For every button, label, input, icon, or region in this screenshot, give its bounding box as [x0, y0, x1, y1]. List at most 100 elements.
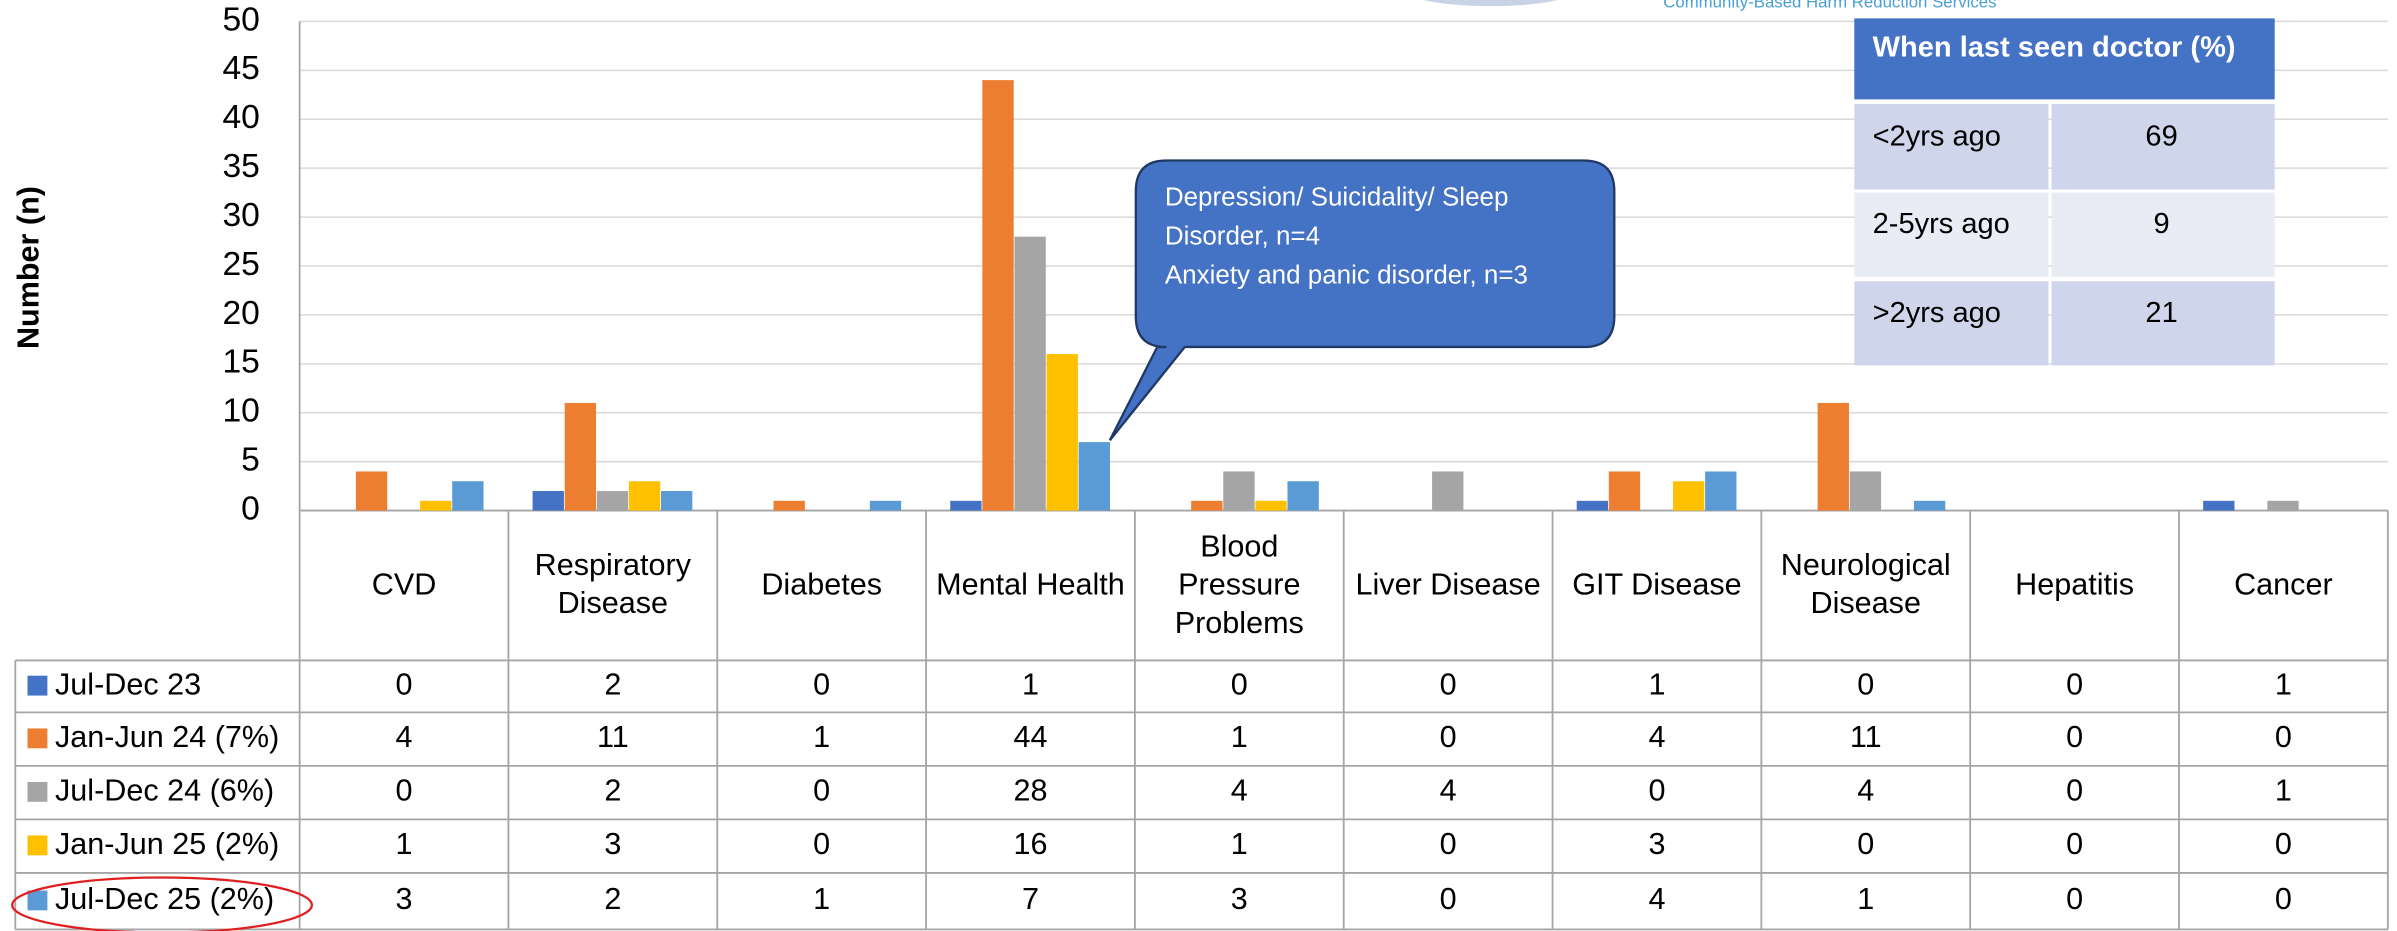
table-value: 44: [1013, 720, 1047, 754]
legend-swatch: [27, 890, 48, 911]
bar: [1673, 481, 1705, 511]
y-tick-label: 30: [222, 197, 259, 234]
table-value: 0: [2066, 667, 2083, 701]
legend-label: Jan-Jun 24 (7%): [55, 720, 279, 754]
y-tick-label: 15: [222, 344, 259, 381]
bar: [2267, 500, 2299, 511]
bar: [355, 471, 388, 511]
bar: [1817, 402, 1849, 511]
legend-swatch: [27, 728, 48, 749]
bar: [1432, 471, 1464, 511]
y-tick-label: 45: [222, 50, 259, 87]
table-value: 0: [813, 667, 830, 701]
category-label-box: Liver Disease: [1355, 567, 1541, 602]
category-label-box: Diabetes: [761, 568, 882, 602]
inset-cell: [1854, 192, 2049, 277]
table-value: 4: [1231, 774, 1248, 808]
bar: [1576, 500, 1609, 511]
inset-cell: [2051, 192, 2275, 277]
logo-shape: [1423, 0, 1558, 7]
table-value: 0: [1440, 827, 1457, 861]
table-value: 2: [604, 882, 621, 916]
table-value: 1: [1231, 720, 1248, 754]
bar: [773, 500, 805, 511]
table-value: 1: [813, 720, 830, 754]
category-label-box: Cancer: [2234, 567, 2333, 602]
x-tick-label: Blood Pressure Problems: [1174, 529, 1304, 640]
y-tick-label: 20: [222, 295, 259, 332]
table-value: 3: [604, 827, 621, 861]
table-value: 0: [1231, 667, 1248, 701]
legend-swatch: [27, 675, 48, 696]
highlight-circle: [11, 876, 313, 931]
table-value: 0: [396, 667, 413, 701]
callout: [1108, 159, 1616, 441]
table-value: 0: [813, 827, 830, 861]
bar: [1705, 471, 1737, 511]
legend-swatch: [27, 781, 48, 802]
bar: [950, 500, 982, 511]
inset-cell: [2051, 281, 2275, 366]
inset-value: 69: [2145, 120, 2177, 152]
bar: [564, 402, 597, 511]
table-value: 1: [1648, 667, 1665, 701]
table-value: 16: [1013, 827, 1047, 861]
inset-value: 21: [2145, 297, 2177, 329]
table-value: 28: [1013, 774, 1047, 808]
inset-cell: [2051, 103, 2275, 190]
x-tick-label: Respiratory Disease: [534, 548, 691, 621]
x-tick-label: Cancer: [2234, 567, 2333, 602]
y-axis-label: Number (n): [12, 186, 46, 349]
x-tick-label: Neurological Disease: [1780, 548, 1951, 621]
category-label-box: Neurological Disease: [1780, 548, 1951, 621]
table-value: 4: [1648, 882, 1665, 916]
table-value: 0: [2066, 882, 2083, 916]
bar: [661, 491, 693, 511]
bar: [1191, 500, 1223, 511]
table-value: 11: [597, 720, 629, 754]
table-value: 1: [1231, 827, 1248, 861]
legend-label: Jul-Dec 24 (6%): [55, 774, 274, 808]
bar: [1255, 500, 1287, 511]
category-label-box: CVD: [371, 567, 437, 602]
y-tick-label: 35: [222, 148, 259, 185]
table-value: 0: [1857, 667, 1874, 701]
table-value: 4: [1440, 774, 1457, 808]
x-tick-label: CVD: [371, 567, 437, 602]
bar: [452, 481, 484, 511]
y-tick-label: 40: [222, 99, 259, 136]
table-value: 1: [396, 827, 413, 861]
bar: [2203, 500, 2235, 511]
bar: [869, 500, 902, 511]
table-value: 0: [1857, 827, 1874, 861]
table-value: 2: [604, 667, 621, 701]
x-tick-label: Liver Disease: [1355, 567, 1541, 602]
bar: [1608, 471, 1641, 511]
inset-cell: [1854, 103, 2049, 190]
table-value: 3: [396, 882, 413, 916]
bar: [1046, 354, 1078, 511]
annotation-text: Depression/ Suicidality/ Sleep: [1165, 182, 1509, 212]
table-value: 0: [1440, 882, 1457, 916]
header-text: Community-Based Harm Reduction Services: [1663, 0, 1996, 12]
category-label-box: Hepatitis: [2015, 567, 2135, 602]
x-tick-label: Hepatitis: [2015, 567, 2135, 602]
bar: [628, 481, 661, 511]
table-value: 1: [813, 882, 830, 916]
category-label-box: Blood Pressure Problems: [1174, 529, 1304, 640]
table-value: 0: [2066, 827, 2083, 861]
table-value: 0: [1440, 720, 1457, 754]
bar: [596, 491, 629, 511]
category-label-box: GIT Disease: [1572, 568, 1741, 602]
x-tick-label: Mental Health: [936, 567, 1125, 602]
annotation-text: Disorder, n=4: [1165, 221, 1320, 251]
table-value: 11: [1850, 720, 1882, 754]
legend-label: Jan-Jun 25 (2%): [55, 827, 279, 861]
bar: [420, 500, 452, 511]
legend-label: Jul-Dec 23: [55, 667, 201, 701]
table-value: 0: [2066, 720, 2083, 754]
table-value: 0: [2275, 882, 2292, 916]
table-value: 1: [2275, 667, 2292, 701]
table-value: 0: [2066, 774, 2083, 808]
inset-cell: [1854, 281, 2049, 366]
